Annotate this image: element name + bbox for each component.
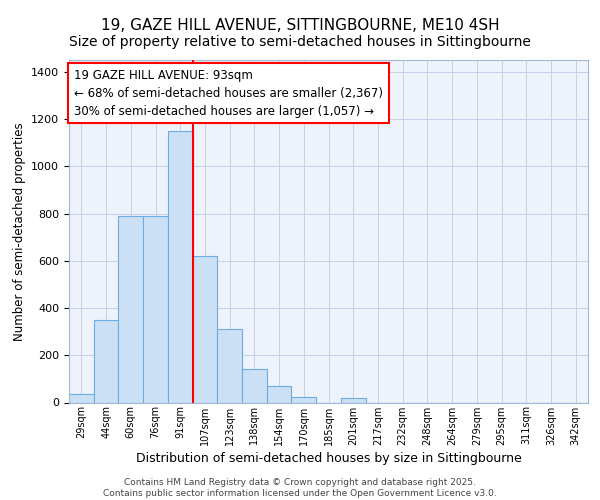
Bar xyxy=(118,216,143,402)
Bar xyxy=(217,330,242,402)
Bar xyxy=(292,396,316,402)
Bar xyxy=(143,216,168,402)
Bar xyxy=(168,131,193,402)
Bar xyxy=(242,370,267,402)
Text: Size of property relative to semi-detached houses in Sittingbourne: Size of property relative to semi-detach… xyxy=(69,35,531,49)
X-axis label: Distribution of semi-detached houses by size in Sittingbourne: Distribution of semi-detached houses by … xyxy=(136,452,521,464)
Bar xyxy=(267,386,292,402)
Y-axis label: Number of semi-detached properties: Number of semi-detached properties xyxy=(13,122,26,340)
Bar xyxy=(193,256,217,402)
Text: Contains HM Land Registry data © Crown copyright and database right 2025.
Contai: Contains HM Land Registry data © Crown c… xyxy=(103,478,497,498)
Text: 19, GAZE HILL AVENUE, SITTINGBOURNE, ME10 4SH: 19, GAZE HILL AVENUE, SITTINGBOURNE, ME1… xyxy=(101,18,499,32)
Bar xyxy=(341,398,365,402)
Bar xyxy=(94,320,118,402)
Text: 19 GAZE HILL AVENUE: 93sqm
← 68% of semi-detached houses are smaller (2,367)
30%: 19 GAZE HILL AVENUE: 93sqm ← 68% of semi… xyxy=(74,68,383,117)
Bar xyxy=(69,394,94,402)
